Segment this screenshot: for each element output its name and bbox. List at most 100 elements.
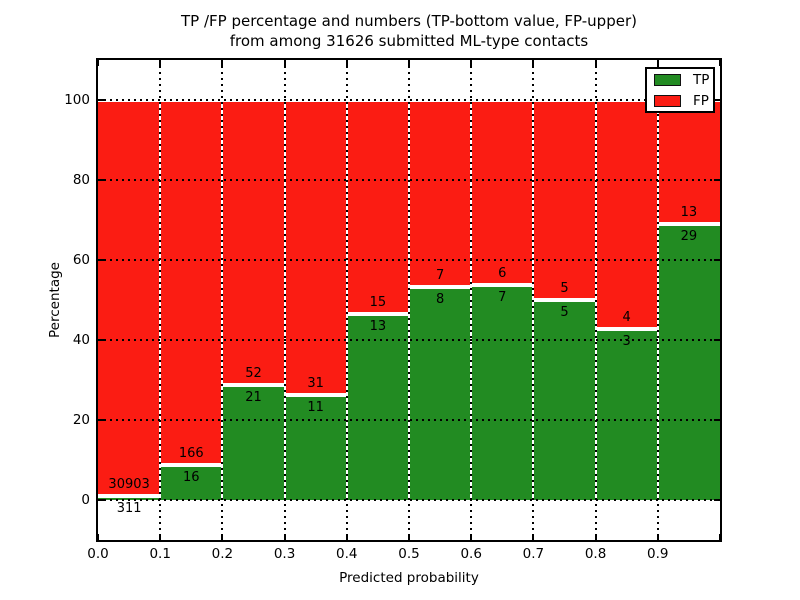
- chart-title-line2: from among 31626 submitted ML-type conta…: [229, 32, 589, 50]
- y-tick-label: 100: [64, 92, 90, 108]
- x-tick-label: 0.1: [149, 546, 171, 562]
- x-tick-mark: [159, 60, 162, 66]
- x-tick-label: 0.3: [273, 546, 296, 562]
- y-tick-label: 40: [72, 332, 90, 348]
- grid-line-vertical: [345, 60, 348, 540]
- y-tick-mark: [98, 419, 104, 421]
- x-tick-mark: [283, 534, 286, 540]
- grid-line-vertical: [159, 60, 162, 540]
- fp-count-label: 31: [307, 376, 324, 392]
- tp-count-label: 3: [622, 333, 631, 349]
- y-tick-mark: [714, 99, 720, 101]
- fp-count-label: 52: [245, 365, 262, 381]
- grid-line-horizontal: [98, 339, 720, 341]
- bar-tp-segment: [160, 464, 223, 500]
- x-tick-mark: [97, 60, 99, 66]
- x-tick-mark: [594, 60, 597, 66]
- x-tick-label: 0.0: [87, 546, 109, 562]
- tp-count-label: 16: [183, 469, 200, 485]
- tp-count-label: 21: [245, 389, 262, 405]
- x-tick-mark: [221, 534, 224, 540]
- fp-count-label: 7: [435, 267, 445, 283]
- y-tick-mark: [714, 259, 720, 261]
- legend-swatch-fp: [654, 94, 681, 107]
- bar-tp-segment: [471, 284, 534, 500]
- fp-count-label: 15: [369, 295, 387, 311]
- tp-count-label: 29: [680, 228, 698, 244]
- grid-line-horizontal: [98, 99, 720, 101]
- bar-fp-segment: [346, 100, 409, 315]
- x-tick-mark: [283, 60, 286, 66]
- x-tick-mark: [345, 534, 348, 540]
- chart-title: TP /FP percentage and numbers (TP-bottom…: [98, 11, 720, 51]
- y-tick-mark: [98, 99, 104, 101]
- x-tick-label: 0.8: [584, 546, 607, 562]
- y-tick-mark: [98, 259, 104, 261]
- y-tick-label: 60: [72, 252, 90, 268]
- y-tick-mark: [98, 499, 104, 501]
- y-tick-mark: [714, 179, 720, 181]
- y-axis-label: Percentage: [47, 262, 63, 338]
- tp-count-label: 11: [307, 400, 324, 416]
- x-tick-mark: [532, 534, 535, 540]
- bar-tp-segment: [595, 328, 658, 500]
- fp-count-label: 5: [560, 281, 569, 296]
- grid-line-vertical: [532, 60, 535, 540]
- x-tick-label: 0.9: [647, 546, 669, 562]
- x-tick-mark: [345, 60, 348, 66]
- grid-line-horizontal: [98, 259, 720, 261]
- tp-count-label: 311: [116, 501, 142, 516]
- y-tick-mark: [714, 499, 720, 501]
- x-tick-label: 0.5: [398, 546, 420, 562]
- bar-fp-segment: [409, 100, 472, 287]
- legend-label-tp: TP: [693, 71, 710, 88]
- bar-fp-segment: [533, 100, 596, 300]
- bar-fp-segment: [98, 100, 161, 496]
- grid-line-vertical: [470, 60, 473, 540]
- x-tick-mark: [408, 534, 410, 540]
- x-tick-mark: [159, 534, 162, 540]
- legend-label-fp: FP: [693, 92, 709, 109]
- x-tick-mark: [97, 534, 99, 540]
- fp-count-label: 30903: [108, 477, 150, 492]
- bar-tp-segment: [346, 314, 409, 500]
- x-tick-label: 0.4: [336, 546, 358, 562]
- x-tick-label: 0.7: [522, 546, 545, 562]
- y-tick-mark: [714, 419, 720, 421]
- bar-fp-segment: [595, 100, 658, 329]
- y-tick-label: 20: [72, 412, 90, 428]
- tp-count-label: 8: [435, 291, 445, 307]
- grid-line-horizontal: [98, 499, 720, 501]
- fp-count-label: 4: [622, 309, 631, 325]
- bar-tp-segment: [657, 223, 720, 500]
- bar-fp-segment: [471, 100, 534, 285]
- grid-line-vertical: [408, 60, 410, 540]
- x-axis-label: Predicted probability: [339, 570, 479, 586]
- x-tick-label: 0.6: [460, 546, 482, 562]
- x-tick-mark: [719, 60, 721, 66]
- bar-tp-segment: [222, 384, 285, 500]
- bar-fp-segment: [160, 100, 223, 465]
- grid-line-vertical: [594, 60, 597, 540]
- grid-line-vertical: [656, 60, 659, 540]
- plot-area: 30903 311 166 16 52 21 31 11 15 13 7 8 6 7 5 5 4 3 13 29 TP F…: [96, 58, 722, 542]
- x-tick-mark: [221, 60, 224, 66]
- x-tick-label: 0.2: [211, 546, 234, 562]
- fp-count-label: 6: [498, 265, 507, 281]
- x-tick-mark: [470, 534, 473, 540]
- y-tick-mark: [714, 339, 720, 341]
- tp-count-label: 5: [560, 305, 569, 320]
- grid-line-vertical: [283, 60, 286, 540]
- x-tick-mark: [532, 60, 535, 66]
- legend-swatch-tp: [654, 73, 681, 86]
- y-tick-mark: [98, 179, 104, 181]
- tp-count-label: 13: [369, 319, 387, 335]
- x-tick-mark: [470, 60, 473, 66]
- y-tick-label: 80: [72, 172, 90, 188]
- x-tick-mark: [594, 534, 597, 540]
- grid-line-horizontal: [98, 419, 720, 421]
- bar-tp-segment: [98, 496, 161, 500]
- fp-count-label: 13: [680, 204, 698, 220]
- legend-row: FP: [647, 90, 713, 111]
